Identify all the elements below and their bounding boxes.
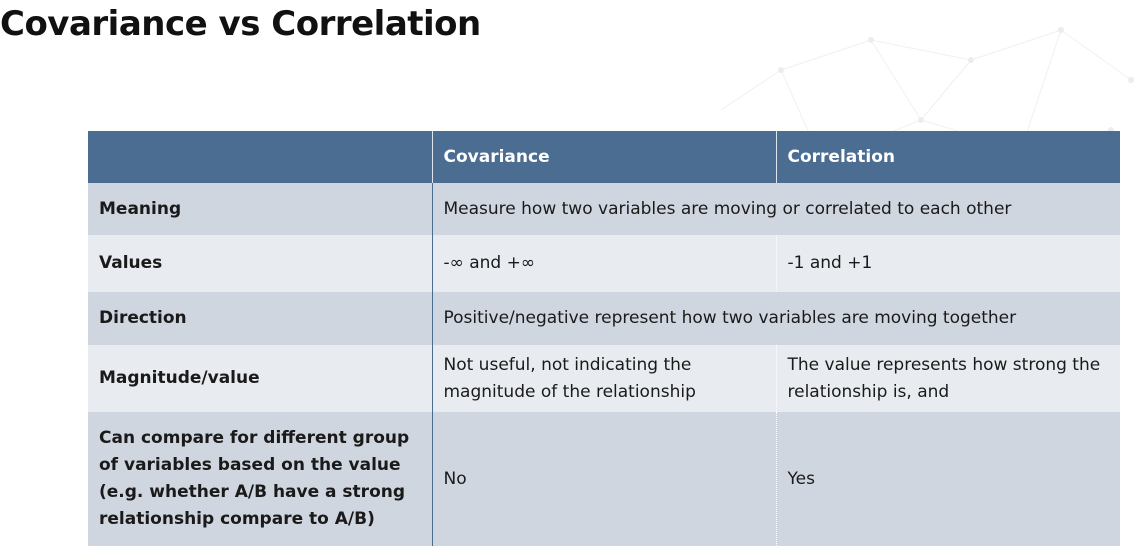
table-header-row: Covariance Correlation	[88, 131, 1120, 183]
table-row-values: Values -∞ and +∞ -1 and +1	[88, 235, 1120, 292]
table-row-meaning: Meaning Measure how two variables are mo…	[88, 183, 1120, 235]
magnitude-correlation-cell: The value represents how strong the rela…	[787, 354, 1101, 402]
header-covariance: Covariance	[432, 131, 777, 183]
row-label-direction: Direction	[88, 292, 433, 345]
network-background-graphic	[721, 27, 1134, 163]
table-row-compare: Can compare for different group of varia…	[88, 412, 1120, 546]
row-label-magnitude: Magnitude/value	[88, 345, 433, 412]
slide-title: Covariance vs Correlation	[0, 4, 481, 44]
row-label-values: Values	[88, 235, 433, 292]
compare-covariance-cell: No	[432, 412, 777, 546]
header-empty-cell	[88, 131, 433, 183]
row-label-compare: Can compare for different group of varia…	[88, 412, 433, 546]
comparison-table: Covariance Correlation Meaning Measure h…	[88, 131, 1120, 546]
values-correlation-cell: -1 and +1	[787, 253, 873, 273]
direction-merged-cell: Positive/negative represent how two vari…	[443, 308, 1017, 328]
meaning-merged-cell: Measure how two variables are moving or …	[443, 198, 1012, 219]
table-row-direction: Direction Positive/negative represent ho…	[88, 292, 1120, 345]
compare-correlation-cell: Yes	[787, 468, 815, 489]
values-covariance-cell: -∞ and +∞	[432, 235, 777, 292]
magnitude-covariance-cell: Not useful, not indicating the magnitude…	[432, 345, 777, 412]
row-label-meaning: Meaning	[88, 183, 433, 235]
header-correlation: Correlation	[787, 146, 896, 167]
table-row-magnitude: Magnitude/value Not useful, not indicati…	[88, 345, 1120, 412]
